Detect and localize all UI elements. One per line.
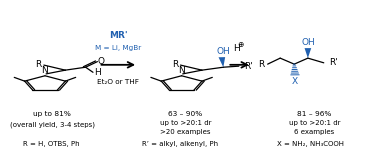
Text: 63 – 90%: 63 – 90% — [168, 111, 202, 117]
Text: OH: OH — [302, 38, 316, 47]
Text: 81 – 96%: 81 – 96% — [297, 111, 332, 117]
Text: >20 examples: >20 examples — [160, 129, 211, 135]
Text: H: H — [233, 44, 240, 53]
Text: R: R — [36, 59, 42, 69]
Polygon shape — [218, 57, 225, 67]
Text: Et₂O or THF: Et₂O or THF — [97, 79, 139, 85]
Text: R': R' — [329, 58, 338, 67]
Text: up to 81%: up to 81% — [33, 111, 71, 117]
Text: M = Li, MgBr: M = Li, MgBr — [95, 45, 141, 51]
Text: R’ = alkyl, alkenyl, Ph: R’ = alkyl, alkenyl, Ph — [142, 141, 218, 147]
Text: R': R' — [244, 62, 253, 71]
Text: R: R — [172, 59, 178, 69]
Text: O: O — [98, 57, 105, 66]
Text: X: X — [292, 77, 298, 86]
Text: up to >20:1 dr: up to >20:1 dr — [289, 120, 340, 126]
Text: 6 examples: 6 examples — [294, 129, 335, 135]
Polygon shape — [305, 48, 311, 58]
Text: H: H — [94, 68, 101, 77]
Text: up to >20:1 dr: up to >20:1 dr — [160, 120, 211, 126]
Text: N: N — [178, 66, 185, 75]
Text: OH: OH — [217, 47, 231, 56]
Text: N: N — [42, 66, 48, 75]
Text: R = H, OTBS, Ph: R = H, OTBS, Ph — [23, 141, 80, 147]
Text: ⊕: ⊕ — [237, 40, 244, 49]
Text: (overall yield, 3-4 steps): (overall yield, 3-4 steps) — [10, 122, 95, 128]
Text: R: R — [258, 60, 265, 69]
Text: X = NH₂, NH₃COOH: X = NH₂, NH₃COOH — [277, 141, 344, 147]
Text: MR': MR' — [109, 31, 127, 40]
